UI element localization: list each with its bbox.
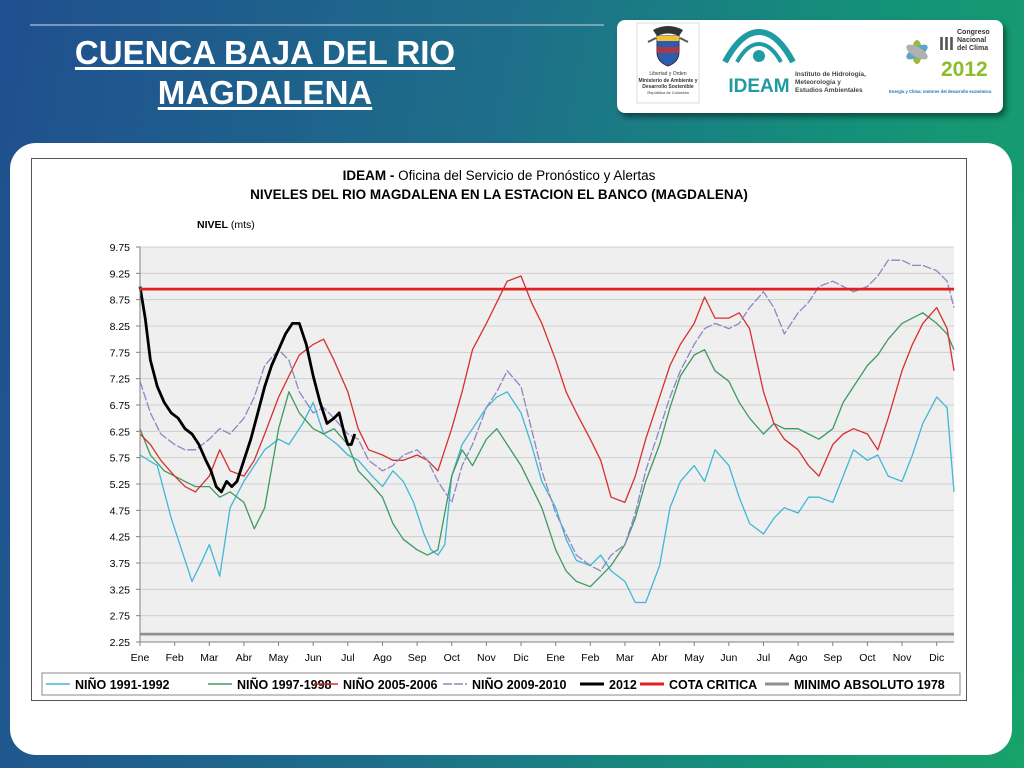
x-tick-label-oct: Oct [859,652,875,664]
ideam-caption-1: Instituto de Hidrología, [795,71,866,78]
x-tick-label-abr: Abr [651,652,668,664]
x-axis-ticks: Ene Feb Mar Abr May Jun Jul Ago Sep Oct Nov Dic Ene F… [131,642,944,664]
congreso-clima-logo: III Congreso Nacional del Clima 2012 Ene… [889,29,992,94]
ideam-logo: IDEAM Instituto de Hidrología, Meteorolo… [722,28,866,97]
ideam-word: IDEAM [728,76,789,97]
y-tick-label: 4.75 [110,505,131,517]
slide-title: CUENCA BAJA DEL RIO MAGDALENA [40,33,490,113]
legend-label: NIÑO 1991-1992 [75,677,170,692]
congress-title-2: Nacional [957,37,986,44]
series-ni-o-1991-1992 [139,391,955,604]
colombia-caption-1: Libertad y Orden [649,71,686,77]
legend-box [41,672,961,696]
x-tick-label-nov: Nov [477,652,496,664]
x-tick-label-feb: Feb [581,652,599,664]
y-tick-label: 6.75 [110,400,131,412]
congress-roman: III [939,34,954,54]
x-tick-label-sep: Sep [408,652,427,664]
legend-label: NIÑO 1997-1998 [237,677,332,692]
x-tick-label-jul: Jul [757,652,770,664]
x-tick-label-jul: Jul [341,652,354,664]
x-tick-label-feb: Feb [166,652,184,664]
y-tick-label: 2.25 [110,637,131,649]
series-ni-o-2005-2006 [139,275,955,504]
y-axis-label-unit: (mts) [228,219,255,231]
slide-title-line2: MAGDALENA [157,74,373,111]
colombia-caption-4: República de Colombia [647,90,689,95]
chart-title: IDEAM - Oficina del Servicio de Pronósti… [343,168,656,183]
x-tick-label-ago: Ago [373,652,392,664]
colombia-caption-2: Ministerio de Ambiente y [639,78,698,84]
plot-area-background [140,247,954,642]
ideam-caption-3: Estudios Ambientales [795,87,863,94]
y-tick-label: 7.25 [110,374,131,386]
chart-subtitle: NIVELES DEL RIO MAGDALENA EN LA ESTACION… [250,187,748,202]
x-tick-label-mar: Mar [200,652,219,664]
congress-year: 2012 [941,58,988,81]
x-tick-label-ago: Ago [789,652,808,664]
x-tick-label-dic: Dic [929,652,944,664]
y-tick-label: 5.25 [110,479,131,491]
y-axis-label-bold: NIVEL [197,219,229,231]
logo-panel-graphics: Libertad y Orden Ministerio de Ambiente … [636,22,992,104]
x-tick-label-may: May [269,652,290,664]
y-tick-label: 4.25 [110,532,131,544]
x-tick-label-may: May [684,652,705,664]
y-axis-ticks: 9.75 9.25 8.75 8.25 7.75 7.25 6.75 6.25 5.75 5.25… [110,242,140,649]
y-tick-label: 9.25 [110,268,131,280]
y-tick-label: 2.75 [110,611,131,623]
x-tick-label-mar: Mar [616,652,635,664]
legend: NIÑO 1991-1992 NIÑO 1997-1998 NIÑO 2005-20… [41,672,961,696]
series-2012 [138,286,357,494]
y-tick-label: 3.25 [110,584,131,596]
y-tick-label: 8.75 [110,295,131,307]
chart-svg: IDEAM - Oficina del Servicio de Pronósti… [41,168,961,696]
legend-label: 2012 [609,678,637,692]
x-tick-label-ene: Ene [546,652,565,664]
logo-panel: Libertad y Orden Ministerio de Ambiente … [617,20,1003,113]
y-axis-label: NIVEL (mts) [197,219,255,231]
y-tick-label: 5.75 [110,453,131,465]
y-tick-label: 3.75 [110,558,131,570]
y-tick-label: 7.75 [110,347,131,359]
legend-label: NIÑO 2009-2010 [472,677,567,692]
x-tick-label-jun: Jun [305,652,322,664]
legend-label: MINIMO ABSOLUTO 1978 [794,678,945,692]
chart-title-rest: Oficina del Servicio de Pronóstico y Ale… [398,168,656,183]
congress-title-3: del Clima [957,45,988,52]
series-ni-o-1997-1998 [139,312,955,588]
x-tick-label-jun: Jun [720,652,737,664]
congress-tagline: Energía y Clima: motores del desarrollo … [889,89,992,94]
top-divider [30,24,604,26]
ideam-caption-2: Meteorología y [795,79,841,86]
y-tick-label: 9.75 [110,242,131,254]
gridlines [140,246,954,617]
series-lines [138,259,955,636]
y-tick-label: 6.25 [110,426,131,438]
x-tick-label-oct: Oct [444,652,460,664]
x-tick-label-abr: Abr [236,652,253,664]
x-tick-label-ene: Ene [131,652,150,664]
legend-label: COTA CRITICA [669,678,757,692]
x-tick-label-dic: Dic [513,652,528,664]
colombia-caption-3: Desarrollo Sostenible [642,84,694,90]
colombia-coat-of-arms-logo: Libertad y Orden Ministerio de Ambiente … [636,22,700,104]
congress-title-1: Congreso [957,29,990,36]
y-tick-label: 8.25 [110,321,131,333]
chart-title-bold: IDEAM - [343,168,399,183]
slide-title-line1: CUENCA BAJA DEL RIO [74,34,456,71]
chart-container: IDEAM - Oficina del Servicio de Pronósti… [31,158,967,701]
x-tick-label-sep: Sep [823,652,842,664]
x-tick-label-nov: Nov [893,652,912,664]
legend-label: NIÑO 2005-2006 [343,677,438,692]
